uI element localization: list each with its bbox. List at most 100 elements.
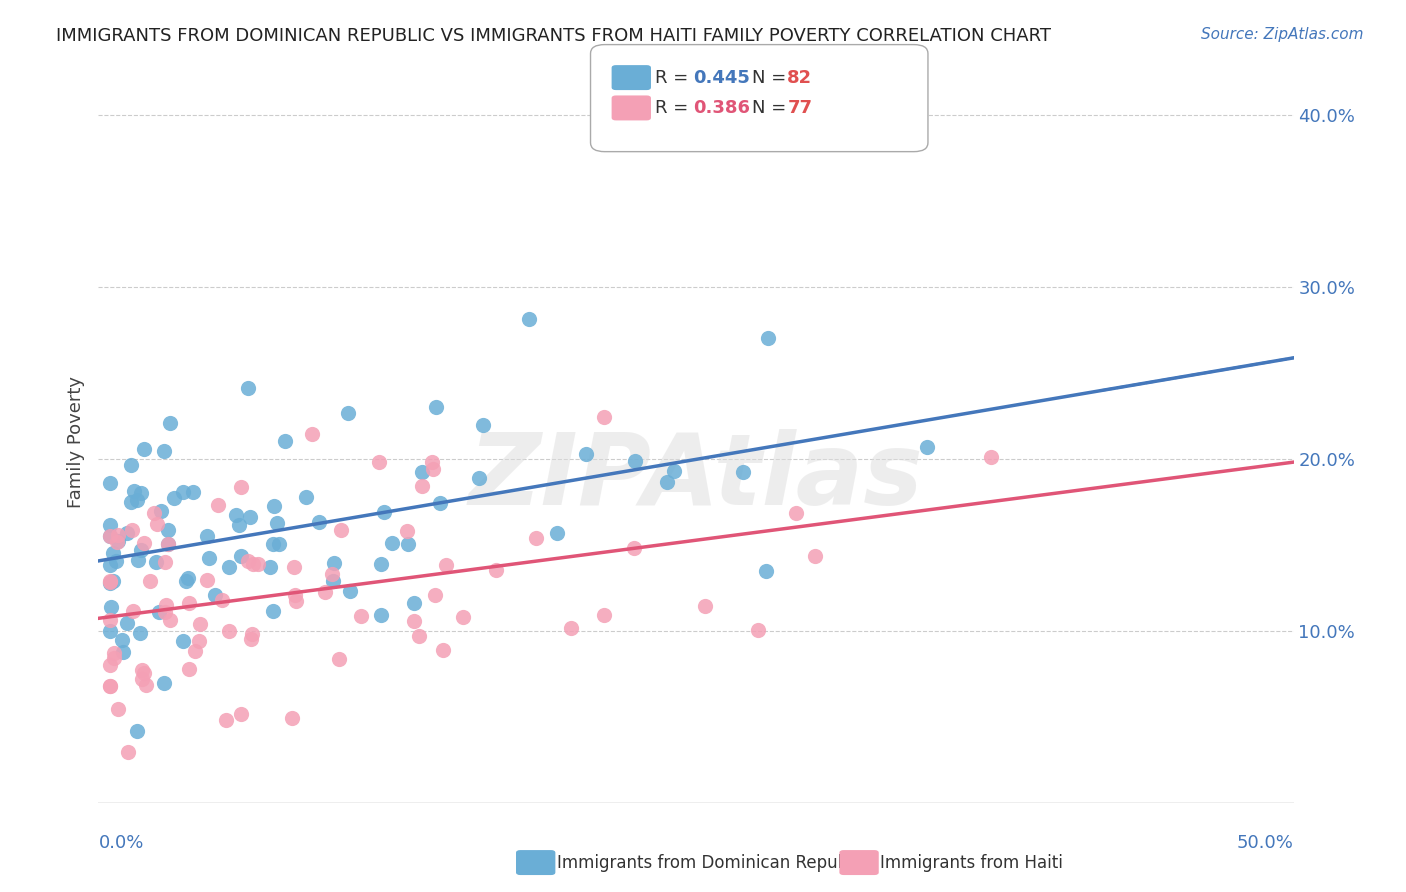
- Text: 50.0%: 50.0%: [1237, 834, 1294, 852]
- Point: [183, 643, 205, 657]
- Point: [120, 458, 142, 472]
- Point: [804, 549, 827, 563]
- Point: [156, 536, 179, 550]
- Point: [623, 541, 645, 556]
- Point: [236, 381, 259, 395]
- Point: [381, 535, 404, 549]
- Y-axis label: Family Poverty: Family Poverty: [66, 376, 84, 508]
- Point: [163, 491, 186, 505]
- Point: [135, 678, 157, 692]
- Point: [100, 599, 122, 614]
- Point: [98, 518, 122, 533]
- Point: [246, 557, 269, 571]
- Point: [229, 549, 252, 564]
- Point: [127, 553, 149, 567]
- Point: [98, 574, 122, 588]
- Text: ZIPAtlas: ZIPAtlas: [468, 429, 924, 526]
- Text: Immigrants from Haiti: Immigrants from Haiti: [880, 854, 1063, 871]
- Point: [592, 409, 614, 424]
- Point: [177, 662, 200, 676]
- Point: [662, 464, 685, 478]
- Point: [423, 589, 446, 603]
- Point: [236, 554, 259, 568]
- Point: [370, 608, 392, 623]
- Point: [132, 442, 155, 456]
- Point: [112, 645, 135, 659]
- Text: R =: R =: [655, 99, 695, 117]
- Point: [153, 676, 176, 690]
- Point: [103, 651, 125, 665]
- Point: [425, 400, 447, 414]
- Point: [370, 557, 392, 571]
- Point: [121, 523, 143, 537]
- Point: [132, 666, 155, 681]
- Point: [337, 406, 360, 420]
- Text: N =: N =: [752, 99, 792, 117]
- Point: [105, 534, 128, 549]
- Text: Source: ZipAtlas.com: Source: ZipAtlas.com: [1201, 27, 1364, 42]
- Point: [404, 596, 426, 610]
- Point: [107, 533, 129, 548]
- Point: [156, 537, 179, 551]
- Point: [242, 557, 264, 571]
- Point: [159, 416, 181, 430]
- Point: [215, 713, 238, 727]
- Point: [485, 563, 508, 577]
- Point: [138, 574, 160, 588]
- Point: [411, 465, 433, 479]
- Text: 0.386: 0.386: [693, 99, 751, 117]
- Point: [259, 559, 281, 574]
- Point: [322, 556, 344, 570]
- Point: [434, 558, 457, 572]
- Point: [467, 471, 489, 485]
- Point: [218, 624, 240, 638]
- Point: [396, 537, 419, 551]
- Point: [195, 573, 218, 587]
- Point: [281, 711, 304, 725]
- Point: [98, 528, 122, 542]
- Point: [98, 528, 122, 542]
- Point: [129, 542, 152, 557]
- Point: [107, 528, 129, 542]
- Point: [329, 523, 352, 537]
- Point: [105, 554, 128, 568]
- Point: [411, 479, 433, 493]
- Point: [125, 723, 148, 738]
- Point: [143, 506, 166, 520]
- Point: [172, 633, 194, 648]
- Point: [155, 598, 177, 612]
- Point: [98, 624, 122, 638]
- Point: [432, 643, 454, 657]
- Point: [148, 605, 170, 619]
- Point: [98, 679, 122, 693]
- Point: [181, 485, 204, 500]
- Point: [240, 627, 263, 641]
- Point: [373, 505, 395, 519]
- Point: [204, 588, 226, 602]
- Point: [575, 447, 598, 461]
- Point: [98, 657, 122, 672]
- Point: [146, 516, 169, 531]
- Point: [623, 454, 645, 468]
- Point: [266, 516, 288, 531]
- Point: [747, 623, 769, 637]
- Point: [395, 524, 418, 538]
- Point: [174, 574, 197, 588]
- Point: [218, 559, 240, 574]
- Text: 82: 82: [787, 69, 813, 87]
- Point: [198, 550, 221, 565]
- Point: [131, 673, 153, 687]
- Point: [322, 574, 344, 589]
- Point: [98, 558, 122, 572]
- Point: [285, 593, 308, 607]
- Point: [101, 574, 124, 588]
- Point: [350, 609, 373, 624]
- Point: [153, 555, 176, 569]
- Point: [283, 559, 305, 574]
- Point: [655, 475, 678, 489]
- Text: N =: N =: [752, 69, 792, 87]
- Point: [177, 571, 200, 585]
- Point: [120, 494, 142, 508]
- Text: 0.0%: 0.0%: [98, 834, 143, 852]
- Point: [127, 492, 149, 507]
